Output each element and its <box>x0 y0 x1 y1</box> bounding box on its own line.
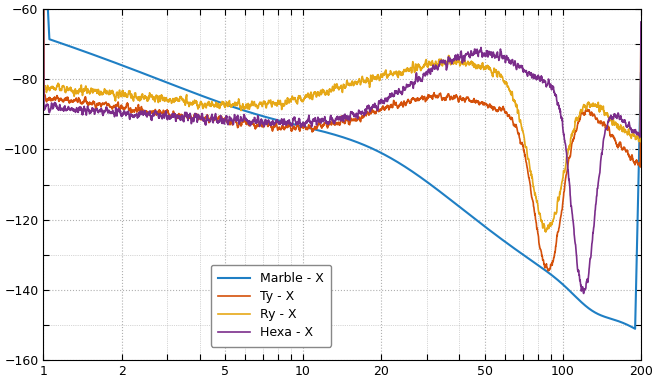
Line: Hexa - X: Hexa - X <box>43 0 641 293</box>
Ry - X <box>542 230 550 234</box>
Hexa - X <box>143 115 151 119</box>
Ry - X <box>294 95 302 100</box>
Marble - X <box>637 71 645 76</box>
Ry - X <box>637 26 645 31</box>
Ty - X <box>108 105 116 109</box>
Marble - X <box>108 59 116 64</box>
Ry - X <box>108 90 116 95</box>
Line: Ry - X: Ry - X <box>43 0 641 232</box>
Ry - X <box>625 131 633 135</box>
Ty - X <box>637 26 645 31</box>
Marble - X <box>561 284 569 288</box>
Hexa - X <box>294 118 302 122</box>
Marble - X <box>625 324 633 328</box>
Ty - X <box>143 109 151 114</box>
Ty - X <box>269 129 277 133</box>
Ty - X <box>294 123 302 127</box>
Marble - X <box>269 117 277 121</box>
Hexa - X <box>108 111 116 115</box>
Marble - X <box>143 73 151 77</box>
Hexa - X <box>637 20 645 24</box>
Legend: Marble - X, Ty - X, Ry - X, Hexa - X: Marble - X, Ty - X, Ry - X, Hexa - X <box>211 265 331 347</box>
Ty - X <box>544 269 552 273</box>
Marble - X <box>294 123 302 128</box>
Ry - X <box>561 168 569 172</box>
Marble - X <box>631 327 639 331</box>
Hexa - X <box>561 138 569 143</box>
Ry - X <box>269 100 277 105</box>
Ty - X <box>561 181 569 186</box>
Hexa - X <box>269 121 277 126</box>
Line: Ty - X: Ty - X <box>43 0 641 271</box>
Hexa - X <box>625 121 633 126</box>
Line: Marble - X: Marble - X <box>43 0 641 329</box>
Ty - X <box>625 154 633 159</box>
Hexa - X <box>579 291 587 296</box>
Ry - X <box>143 98 151 103</box>
